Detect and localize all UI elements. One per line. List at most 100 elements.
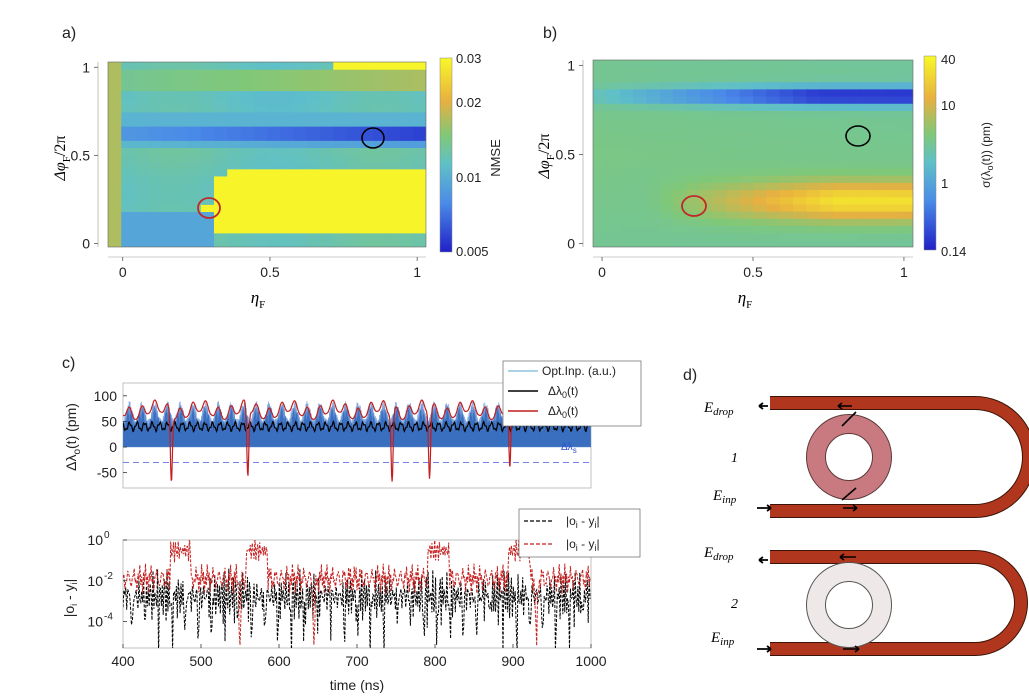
heatmap-a-cell	[320, 232, 334, 241]
heatmap-b-cell	[833, 225, 847, 234]
heatmap-a-cell	[200, 90, 215, 99]
marker-black-b	[845, 125, 871, 147]
heatmap-a-cell	[320, 69, 334, 77]
heatmap-b-cell	[833, 60, 847, 68]
heatmap-b-cell	[659, 218, 674, 227]
heatmap-a-cell	[267, 168, 281, 177]
heatmap-b-cell	[859, 225, 874, 234]
heatmap-a-cell	[306, 161, 321, 170]
heatmap-b-cell	[793, 182, 807, 191]
heatmap-b-cell	[686, 196, 701, 205]
heatmap-b-cell	[766, 139, 781, 147]
heatmap-a-cell	[412, 197, 426, 205]
heatmap-a-cell	[293, 90, 308, 99]
heatmap-b-cell	[753, 60, 767, 68]
heatmap-a-cell	[240, 147, 255, 156]
colorbar-b-tick-3: 0.14	[941, 244, 966, 259]
heatmap-b-cell	[873, 189, 887, 198]
heatmap-b-cell	[819, 103, 834, 111]
heatmap-b-cell	[699, 110, 714, 119]
heatmap-b-cell	[646, 146, 661, 155]
heatmap-a-cell	[121, 197, 136, 205]
heatmap-b-cell	[633, 167, 647, 176]
heatmap-b-cell	[726, 74, 741, 83]
c-bottom-y-tick-exponent: -4	[104, 612, 113, 623]
heatmap-b-cell	[619, 239, 634, 247]
heatmap-a-cell	[267, 161, 281, 170]
heatmap-a-cell	[359, 83, 374, 92]
heatmap-a-cell	[399, 76, 414, 84]
heatmap-a-cell	[227, 190, 242, 198]
heatmap-a-cell	[121, 232, 136, 241]
heatmap-b-cell	[806, 95, 821, 104]
heatmap-a-cell	[293, 182, 308, 191]
heatmap-b-cell	[846, 211, 861, 219]
heatmap-a-cell	[346, 211, 361, 220]
heatmap-b-cell	[659, 146, 674, 155]
heatmap-b-cell	[753, 218, 767, 227]
label-number-1: 1	[731, 451, 738, 466]
heatmap-b-cell	[766, 189, 781, 198]
heatmap-b-cell	[766, 67, 781, 75]
heatmap-a-cell	[108, 225, 122, 234]
heatmap-a-cell	[161, 232, 175, 241]
heatmap-b-cell	[873, 175, 887, 183]
heatmap-b-cell	[833, 95, 847, 104]
heatmap-a-cell	[333, 90, 348, 99]
heatmap-a-x-tick-label: 0.5	[260, 264, 280, 280]
heatmap-b-cell	[673, 175, 687, 183]
heatmap-a-cell	[227, 211, 242, 220]
heatmap-b-cell	[819, 196, 834, 205]
heatmap-a-cell	[320, 140, 334, 148]
heatmap-b-cell	[646, 60, 661, 68]
label-edrop-2: Edrop	[703, 545, 734, 563]
heatmap-a-cell	[227, 168, 242, 177]
heatmap-b-cell	[819, 146, 834, 155]
heatmap-a-cell	[373, 104, 387, 113]
heatmap-b-cell	[646, 189, 661, 198]
colorbar-a-tick-0: 0.03	[456, 51, 481, 66]
heatmap-a-cell	[134, 204, 149, 213]
heatmap-b-cell	[659, 182, 674, 191]
legend-c-top: Opt.Inp. (a.u.) Δλ0(t) Δλ0(t)	[502, 360, 642, 427]
heatmap-b-cell	[619, 153, 634, 162]
heatmap-b-cell	[593, 225, 607, 234]
heatmap-a-cell	[134, 168, 149, 177]
heatmap-b-cell	[819, 117, 834, 126]
colorbar-b	[923, 55, 937, 251]
heatmap-a-cell	[240, 97, 255, 106]
heatmap-b-cell	[846, 60, 861, 68]
heatmap-a-cell	[267, 118, 281, 127]
heatmap-a-cell	[121, 133, 136, 141]
heatmap-b-cell	[779, 203, 794, 212]
heatmap-b-cell	[779, 139, 794, 147]
heatmap-a-y-tick-label: 0.5	[71, 147, 91, 163]
heatmap-a-cell	[161, 154, 175, 163]
heatmap-b-cell	[859, 88, 874, 97]
heatmap-a-cell	[134, 111, 149, 120]
heatmap-a-cell	[200, 126, 215, 134]
heatmap-b-cell	[646, 218, 661, 227]
heatmap-b-cell	[673, 88, 687, 97]
heatmap-a-cell	[293, 83, 308, 92]
heatmap-b-cell	[659, 81, 674, 90]
heatmap-b-cell	[886, 232, 901, 241]
heatmap-a-cell	[412, 62, 426, 70]
heatmap-a-cell	[346, 190, 361, 198]
heatmap-a-cell	[346, 154, 361, 163]
heatmap-b-cell	[633, 139, 647, 147]
heatmap-a-cell	[227, 62, 242, 70]
heatmap-a-cell	[267, 190, 281, 198]
heatmap-a-cell	[386, 90, 401, 99]
heatmap-b-cell	[633, 182, 647, 191]
heatmap-b-cell	[726, 211, 741, 219]
heatmap-b-cell	[806, 232, 821, 241]
heatmap-a-cell	[320, 147, 334, 156]
heatmap-b-cell	[779, 81, 794, 90]
heatmap-b-cell	[659, 103, 674, 111]
heatmap-b-cell	[886, 88, 901, 97]
heatmap-b-cell	[739, 131, 754, 140]
heatmap-b-cell	[673, 110, 687, 119]
heatmap-a-cell	[253, 147, 268, 156]
